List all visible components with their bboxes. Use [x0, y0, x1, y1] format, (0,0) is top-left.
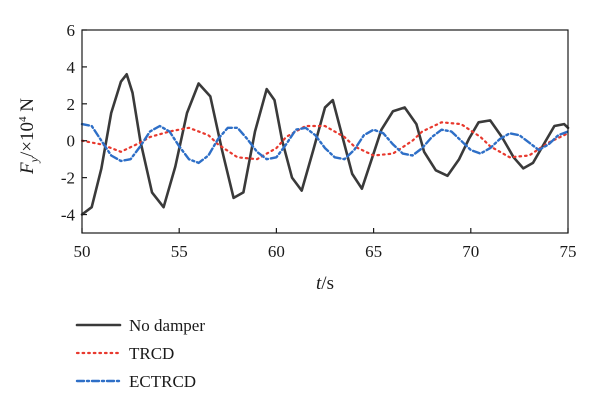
- x-tick-label: 60: [268, 242, 285, 261]
- legend-label: ECTRCD: [129, 372, 196, 391]
- y-tick-label: 4: [67, 58, 76, 77]
- y-tick-label: -2: [61, 169, 75, 188]
- legend-label: TRCD: [129, 344, 174, 363]
- plot-lines: [80, 73, 570, 216]
- x-tick-label: 75: [560, 242, 577, 261]
- series-line-no-damper: [80, 73, 570, 216]
- y-axis-title: Fy/×104 N: [17, 98, 41, 175]
- legend: No damper TRCD ECTRCD: [75, 316, 205, 391]
- y-tick-label: -4: [61, 206, 76, 225]
- x-axis-title: t/s: [316, 273, 334, 294]
- x-tick-label: 70: [462, 242, 479, 261]
- plot-frame: [81, 29, 569, 234]
- series-line-ectrcd: [80, 122, 570, 165]
- x-tick-label: 55: [171, 242, 188, 261]
- y-tick-label: 6: [67, 21, 76, 40]
- legend-label: No damper: [129, 316, 205, 335]
- y-tick-label: 0: [67, 132, 76, 151]
- y-tick-label: 2: [67, 95, 76, 114]
- x-tick-label: 65: [365, 242, 382, 261]
- x-tick-label: 50: [74, 242, 91, 261]
- series-line-trcd: [80, 121, 570, 161]
- axis-ticks: 50 55 60 65 70 75 -4 -2 0 2 4 6: [61, 21, 577, 261]
